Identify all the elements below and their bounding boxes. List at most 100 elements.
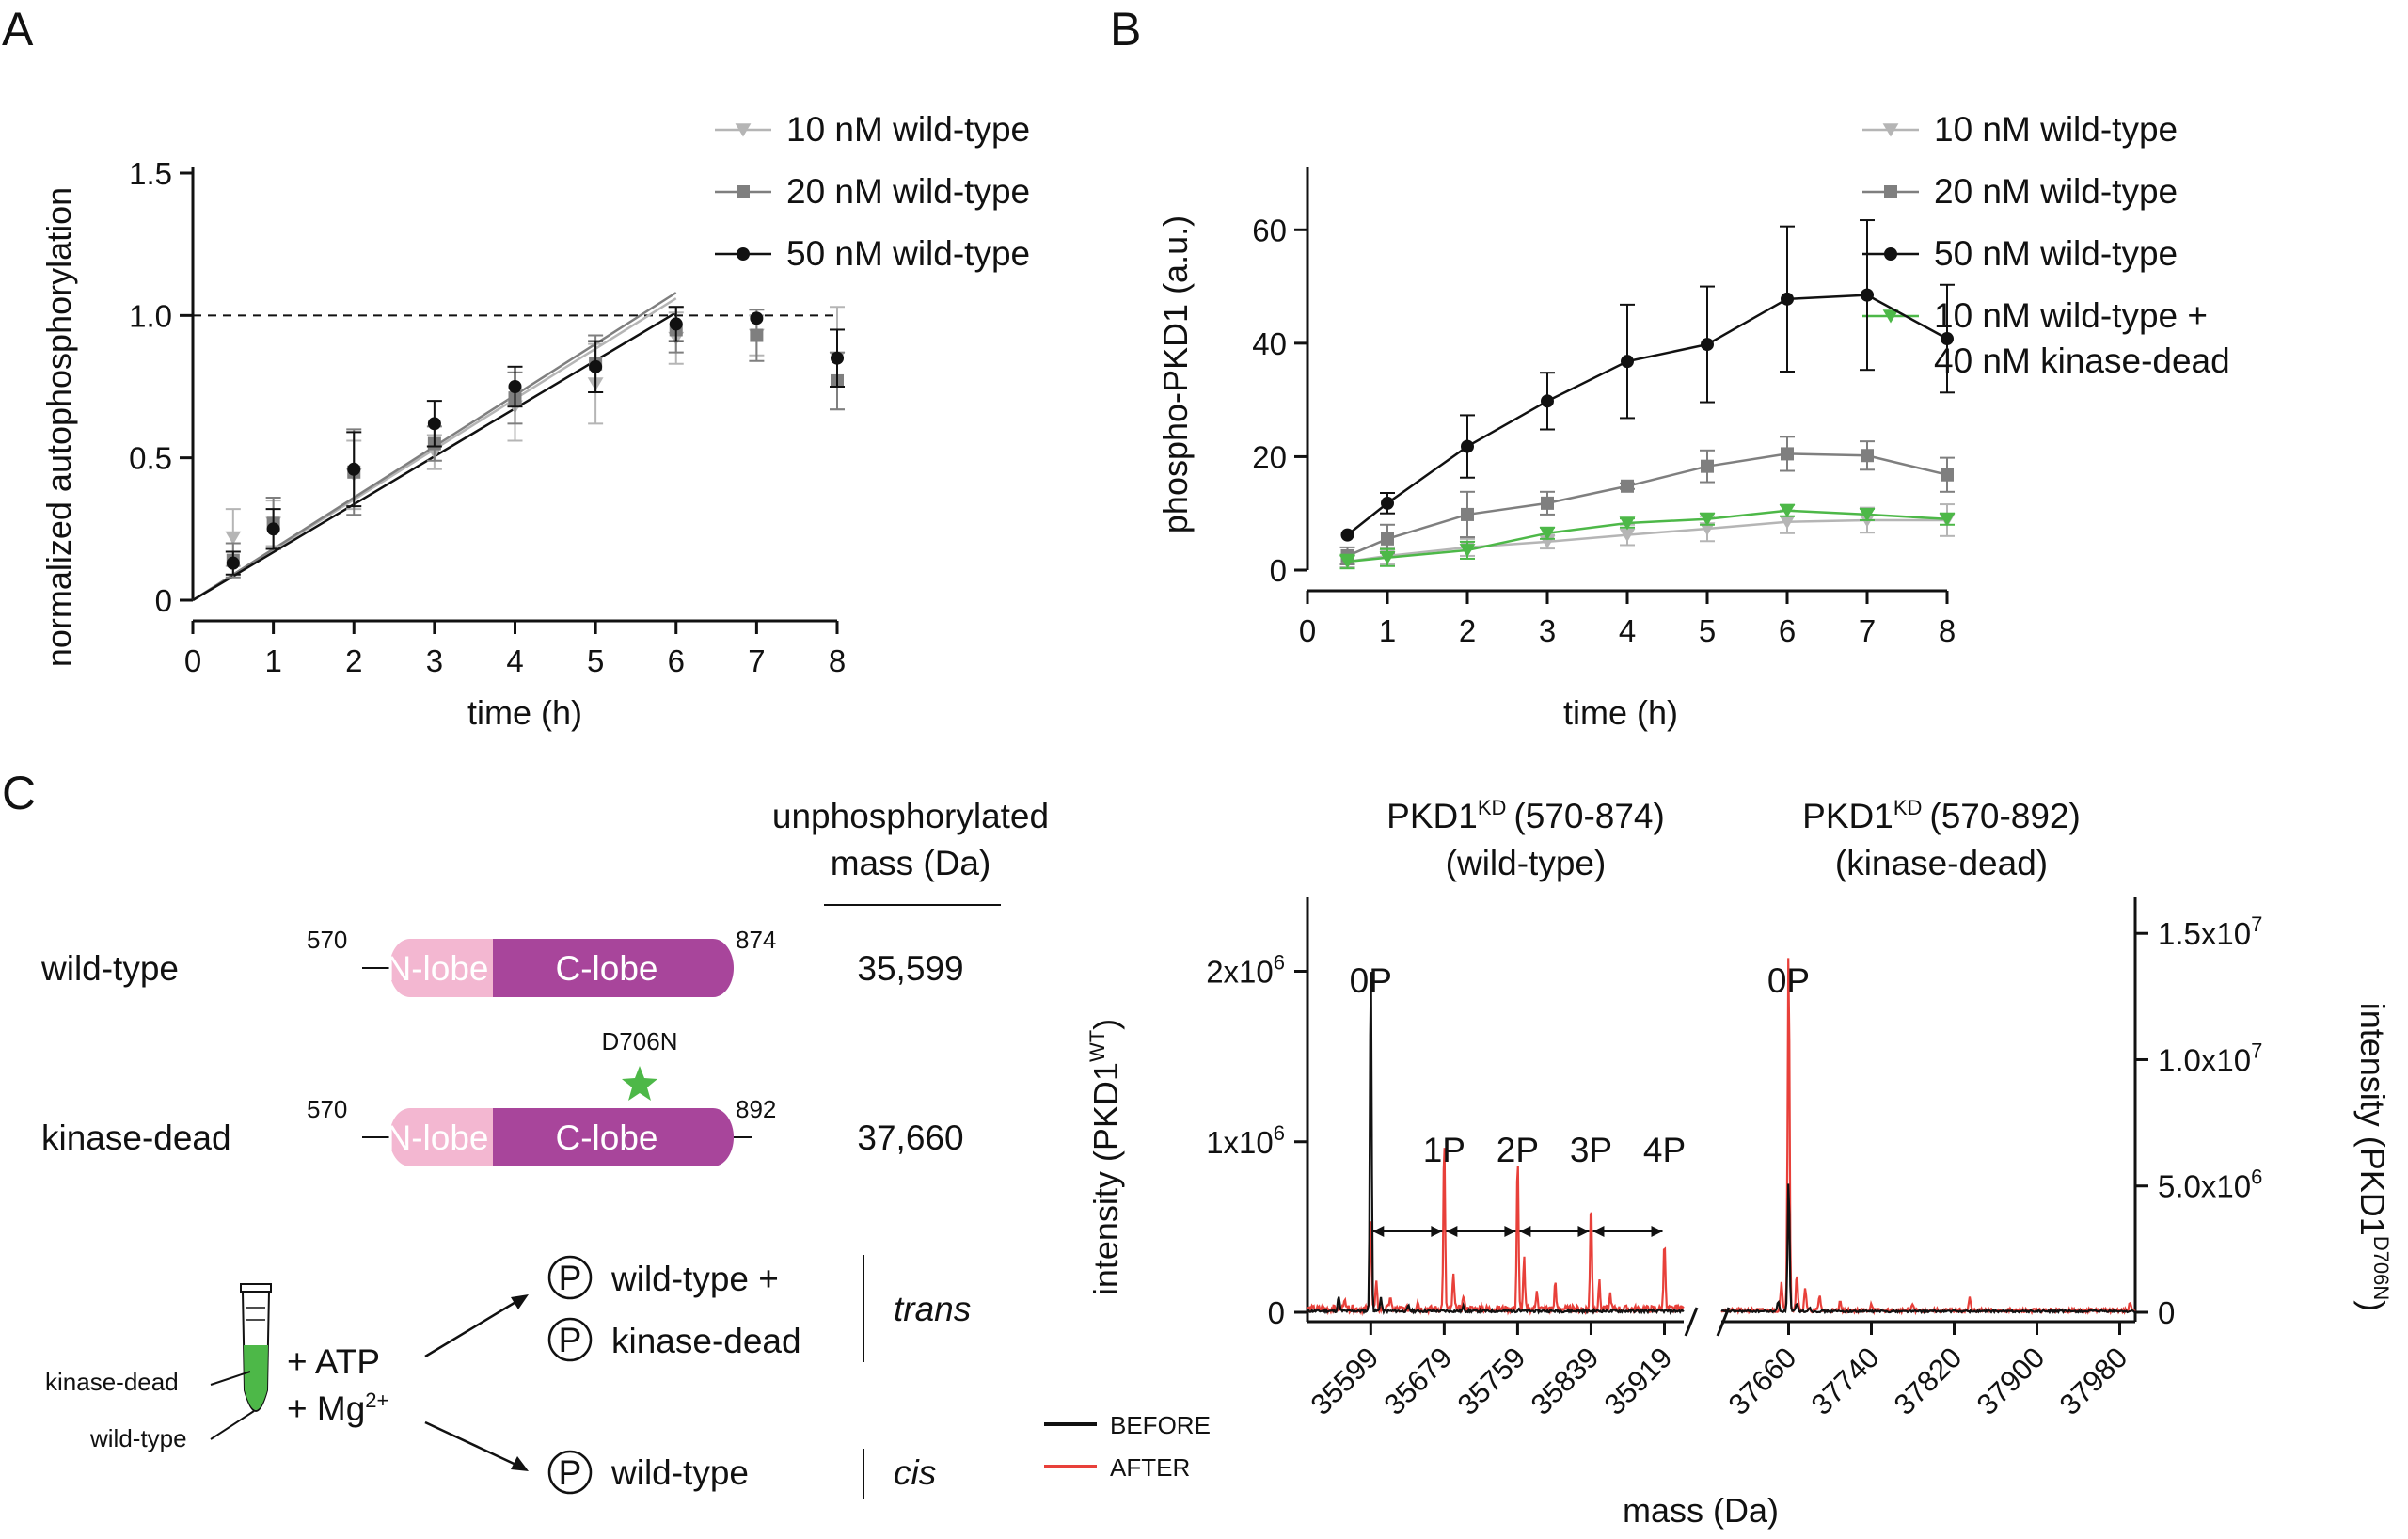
phospho-circle-trans-2: [547, 1317, 593, 1362]
spectrum-kd-title-range: (570-892): [1929, 797, 2080, 835]
chart-b-data-point: [1859, 508, 1876, 522]
chart-a-legend-label: 10 nM wild-type: [786, 110, 1030, 149]
spectrum-axis-break-mark: [1716, 1307, 1731, 1337]
spectrum-wt-peak-label: 0P: [1350, 961, 1392, 1000]
chart-a-x-tick-label: 1: [264, 643, 281, 678]
spectrum-wt-arrowhead: [1577, 1226, 1590, 1237]
spectrum-wt-peak-label: 1P: [1423, 1131, 1465, 1169]
chart-b-x-tick-label: 3: [1539, 613, 1556, 648]
chart-b-data-point: [1619, 528, 1636, 543]
spectrum-wt-y-tick-exponent: 6: [1274, 1121, 1285, 1145]
chart-a-data-point: [226, 556, 240, 570]
chart-b-data-point: [1541, 394, 1554, 408]
chart-b-legend: 10 nM wild-type 20 nM wild-type 50 nM wild…: [1862, 110, 2230, 380]
chart-b-data-point: [1621, 355, 1634, 369]
kd-end-residue: 892: [736, 1095, 776, 1123]
chart-b-legend-label: 10 nM wild-type: [1934, 110, 2178, 149]
chart-a-ylabel: normalized autophosphorylation: [40, 187, 78, 667]
phospho-circle-trans-1: [547, 1255, 593, 1300]
reagent-mg-text: + Mg: [287, 1389, 365, 1428]
chart-a-x-tick-label: 0: [184, 643, 201, 678]
chart-b-data-point: [1619, 516, 1636, 531]
wt-end-residue: 874: [736, 926, 776, 954]
chart-b-data-point: [1779, 503, 1796, 518]
spectrum-kd-y-tick-label: 1.5x107: [2158, 912, 2262, 951]
arrowhead-trans: [511, 1294, 529, 1309]
chart-a-y-tick-label: 1.5: [129, 156, 172, 191]
spectrum-wt-y-tick-label: 1x106: [1206, 1121, 1285, 1160]
chart-b-y-tick-label: 60: [1252, 213, 1287, 247]
chart-a-y-tick-label: 1.0: [129, 298, 172, 333]
row-label-wild-type: wild-type: [40, 949, 179, 988]
chart-a-data-point: [831, 351, 844, 365]
spectrum-axis-break-mark: [1684, 1307, 1699, 1337]
chart-a-y-tick-label: 0.5: [129, 441, 172, 476]
chart-a-legend-marker: [737, 185, 750, 198]
chart-b: time (h) phospho-PKD1 (a.u.) 10 nM wild-…: [1156, 110, 2230, 732]
wt-n-lobe-label: N-lobe: [387, 949, 489, 988]
chart-b-x-tick-label: 4: [1619, 613, 1636, 648]
chart-a-x-tick-label: 7: [748, 643, 765, 678]
chart-b-data-point: [1701, 338, 1714, 352]
chart-b-data-point: [1381, 496, 1394, 510]
chart-b-data-point: [1340, 528, 1354, 542]
spectrum-wt-arrowhead: [1519, 1226, 1531, 1237]
spectrum-left-ylabel-suffix: ): [1086, 1019, 1125, 1030]
chart-b-data-point: [1779, 516, 1796, 530]
chart-b-x-tick-label: 8: [1939, 613, 1956, 648]
spectrum-wt-arrowhead: [1651, 1226, 1663, 1237]
spectrum-kd-trace-before: [1720, 1183, 2136, 1315]
chart-b-legend-marker: [1884, 247, 1897, 261]
chart-a-legend: 10 nM wild-type 20 nM wild-type 50 nM wild…: [715, 110, 1030, 273]
mutation-label: D706N: [602, 1027, 678, 1055]
chart-b-data-point: [1861, 288, 1874, 302]
spectrum-wt-arrowhead: [1446, 1226, 1458, 1237]
spectrum-kd-peak-label: 0P: [1767, 961, 1810, 1000]
chart-b-series-line: [1347, 518, 1947, 563]
spectrum-kd-x-tick-label: 37820: [1888, 1341, 1969, 1421]
spectrum-wt-title-super: KD: [1478, 796, 1507, 819]
spectrum-wt-arrowhead: [1592, 1226, 1605, 1237]
chart-b-data-point: [1461, 507, 1474, 521]
spectrum-kd-title-line-1: PKD1KD (570-892): [1802, 796, 2081, 835]
reagent-mg-charge: 2+: [365, 1388, 388, 1412]
chart-b-series-line: [1347, 509, 1948, 563]
chart-b-legend-marker: [1882, 309, 1899, 324]
spectrum-right-ylabel: intensity (PKD1D706N): [2353, 1003, 2393, 1312]
wt-n-lobe-shape: [389, 939, 493, 997]
spectrum-kd-x-tick-label: 37900: [1971, 1341, 2052, 1421]
mutation-star-icon: [622, 1066, 657, 1101]
legend-before-label: BEFORE: [1110, 1411, 1211, 1439]
spectrum-wt-peak-label: 3P: [1570, 1131, 1612, 1169]
chart-a-legend-marker: [737, 247, 750, 261]
chart-a-data-point: [669, 317, 683, 331]
spectrum-kd-y-tick-label: 1.0x107: [2158, 1039, 2262, 1077]
panel-label-a: A: [2, 3, 34, 56]
chart-b-data-point: [1459, 544, 1476, 558]
chart-b-data-point: [1539, 527, 1556, 541]
spectrum-wt-y-tick-label: 2x106: [1206, 951, 1285, 990]
spectrum-wt-trace-after: [1306, 1148, 1685, 1317]
spectrum-wt-x-tick-label: 35759: [1451, 1341, 1532, 1421]
spectrum-left-ylabel-super: WT: [1085, 1030, 1109, 1062]
row-label-kinase-dead: kinase-dead: [41, 1119, 231, 1157]
phospho-symbol-cis: P: [559, 1453, 582, 1492]
chart-a-data-point: [266, 522, 280, 536]
chart-b-xlabel: time (h): [1563, 693, 1678, 732]
chart-b-x-tick-label: 6: [1779, 613, 1796, 648]
chart-b-data-point: [1699, 513, 1716, 527]
kd-n-lobe-label: N-lobe: [387, 1119, 489, 1157]
chart-b-data-point: [1941, 332, 1954, 346]
chart-a-data-point: [427, 417, 441, 431]
spectrum-wt-peak-label: 4P: [1643, 1131, 1686, 1169]
chart-a-xlabel: time (h): [467, 693, 582, 732]
spectrum-wt-arrowhead: [1431, 1226, 1443, 1237]
kd-n-lobe-shape: [389, 1108, 493, 1166]
chart-b-data-point: [1379, 551, 1396, 565]
kd-c-lobe-label: C-lobe: [556, 1119, 658, 1157]
spectrum-kd-trace-after: [1720, 958, 2136, 1316]
spectrum-right-ylabel-prefix: intensity (PKD1: [2353, 1003, 2392, 1236]
arrow-to-trans: [424, 1296, 523, 1358]
chart-a-legend-marker: [735, 123, 752, 137]
chart-b-data-point: [1781, 447, 1794, 461]
